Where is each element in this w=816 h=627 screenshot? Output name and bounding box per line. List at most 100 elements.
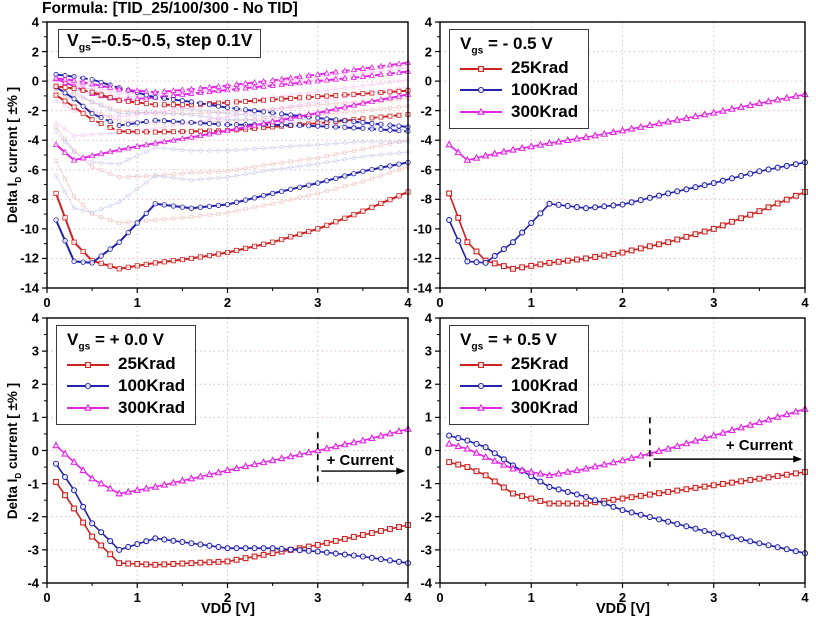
x-tick-label: 4: [801, 295, 809, 310]
series-line-100Krad: [448, 161, 806, 264]
series-markers-300Krad: [445, 90, 809, 163]
y-tick-label: -3: [420, 542, 432, 558]
y-tick-label: 4: [31, 310, 39, 326]
series-line-25Krad: [448, 191, 806, 270]
series-line-100Krad-Vgs-0-17V: [55, 82, 409, 131]
series-line-100Krad-Vgs-0-5V: [55, 73, 409, 128]
legend-label: 300Krad: [118, 397, 186, 417]
legend-line-sample-icon: [67, 361, 109, 368]
series-markers-300Krad-Vgs-0-5V: [52, 59, 412, 95]
y-tick-label: -14: [413, 280, 432, 296]
legend-title: Vgs = - 0.5 V: [460, 34, 553, 57]
x-axis-label-bottom-right: VDD [V]: [596, 601, 650, 617]
panel-bl: + Current: [42, 317, 412, 588]
legend-br: Vgs = + 0.5 V 25Krad 100Krad 300Krad: [449, 325, 590, 426]
series-markers-100Krad: [52, 460, 412, 567]
series-markers-25Krad-Vgs-0-5V: [53, 83, 411, 108]
series-line-25Krad-Vgs-0-33V: [55, 160, 409, 224]
y-tick-label: -2: [420, 509, 432, 525]
legend-item-25Krad: 25Krad: [458, 59, 578, 78]
y-tick-label: -10: [413, 221, 432, 237]
y-tick-label: -12: [413, 250, 432, 266]
legend-item-300Krad: 300Krad: [65, 397, 186, 418]
y-tick-label: 3: [31, 343, 39, 359]
y-axis-label-bottom-text: Delta ID current [ ±% ]: [5, 382, 23, 519]
panel-tr: [435, 21, 809, 293]
x-tick-label: 2: [223, 590, 232, 605]
legend-line-sample-icon: [67, 383, 109, 390]
y-tick-label: 2: [31, 376, 39, 392]
legend-item-25Krad: 25Krad: [65, 355, 185, 374]
legend-line-sample-icon: [460, 361, 502, 368]
series-markers-100Krad: [446, 159, 809, 266]
y-tick-label: -8: [27, 191, 39, 207]
series-line-300Krad-Vgs-0-33V: [55, 86, 409, 137]
legend-line-sample-icon: [460, 65, 502, 72]
series-line-100Krad-Vgs-0-33V: [55, 151, 409, 214]
legend-label: 100Krad: [511, 80, 579, 100]
legend-line-sample-icon: [460, 87, 502, 94]
series-markers-300Krad-Vgs-0-0V: [52, 68, 412, 103]
y-tick-label: 2: [31, 44, 39, 60]
x-tick-label: 4: [801, 590, 809, 605]
y-tick-label: -4: [420, 132, 432, 148]
series-line-25Krad-Vgs-0-17V: [55, 126, 409, 178]
series-line-300Krad-Vgs-0-5V: [55, 61, 409, 94]
y-tick-label: -14: [20, 280, 39, 296]
legend-item-100Krad: 100Krad: [458, 376, 578, 396]
legend-item-100Krad: 100Krad: [458, 80, 579, 100]
y-tick-label: 1: [424, 409, 432, 425]
series-markers-25Krad-Vgs-0-5V: [53, 189, 411, 272]
y-tick-label: 1: [31, 409, 39, 425]
y-tick-label: -6: [27, 162, 39, 178]
legend-item-300Krad: 300Krad: [458, 102, 578, 122]
y-tick-label: 4: [424, 310, 432, 326]
series-line-25Krad: [448, 461, 806, 505]
legend-label: 25Krad: [511, 354, 569, 374]
series-line-25Krad-Vgs-0-5V: [55, 190, 409, 270]
series-line-100Krad-Vgs-0-0V: [55, 86, 409, 133]
panel-br: + Current: [435, 317, 809, 588]
y-tick-label: -10: [20, 221, 39, 237]
x-tick-label: 0: [436, 295, 444, 310]
series-markers-300Krad: [52, 424, 412, 497]
x-tick-label: 0: [43, 590, 51, 605]
x-tick-label: 1: [133, 590, 141, 605]
series-line-300Krad-Vgs-0-5V: [55, 93, 409, 162]
y-tick-label: 0: [31, 443, 39, 458]
x-tick-label: 4: [404, 590, 412, 605]
series-line-300Krad: [55, 428, 409, 495]
series-markers-100Krad-Vgs-0-33V: [53, 149, 411, 215]
legend-line-sample-icon: [460, 107, 502, 115]
legend-label: 25Krad: [511, 58, 569, 78]
x-tick-label: 1: [527, 590, 535, 605]
legend-label: 25Krad: [118, 354, 176, 374]
x-tick-label: 0: [43, 295, 51, 310]
x-axis-label-bottom-left: VDD [V]: [201, 601, 255, 617]
y-tick-label: 0: [424, 73, 432, 89]
legend-tr: Vgs = - 0.5 V 25Krad 100Krad 300Krad: [449, 29, 590, 130]
series-markers-100Krad: [446, 432, 809, 557]
series-markers-300Krad-Vgs-0-5V: [52, 90, 412, 163]
x-tick-label: 2: [223, 295, 232, 310]
vgs-range-box: Vgs=-0.5~0.5, step 0.1V: [58, 29, 262, 58]
series-line-300Krad-Vgs-0-33V: [55, 64, 409, 95]
legend-item-25Krad: 25Krad: [458, 355, 578, 374]
x-tick-label: 3: [314, 590, 322, 605]
series-line-300Krad-Vgs-0-17V: [55, 79, 409, 118]
series-line-25Krad-Vgs-0-33V: [55, 88, 409, 115]
x-tick-label: 1: [527, 295, 535, 310]
y-axis-label-top-text: Delta ID current [ ±% ]: [5, 86, 23, 224]
x-tick-label: 2: [618, 590, 627, 605]
y-tick-label: -2: [27, 509, 39, 525]
series-line-25Krad: [55, 481, 409, 566]
series-markers-300Krad: [445, 404, 809, 479]
y-tick-label: -3: [27, 542, 39, 558]
figure-title: Formula: [TID_25/100/300 - No TID]: [42, 0, 298, 17]
series-line-300Krad-Vgs-0-17V: [55, 67, 409, 98]
series-markers-25Krad: [446, 188, 808, 272]
series-line-100Krad-Vgs-0-5V: [55, 161, 409, 264]
series-line-25Krad-Vgs-0-5V: [55, 85, 409, 106]
legend-item-300Krad: 300Krad: [458, 398, 578, 418]
